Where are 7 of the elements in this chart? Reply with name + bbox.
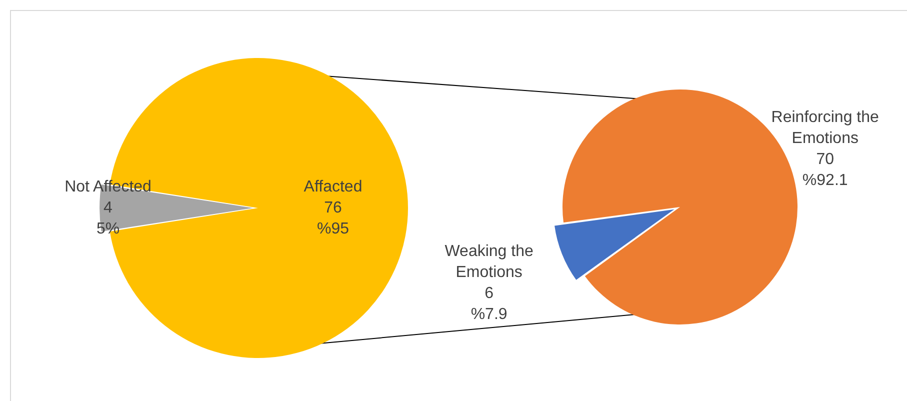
slice-label: Weaking the Emotions xyxy=(444,243,534,282)
data-label: 70 %92.1 xyxy=(802,150,848,189)
slice-label: Reinforcing the Emotions xyxy=(771,108,880,147)
data-label: 4 5% xyxy=(96,199,120,238)
data-label: 6 %7.9 xyxy=(470,285,508,324)
slice-label: Affacted xyxy=(304,178,362,196)
data-label: 76 %95 xyxy=(316,199,350,238)
